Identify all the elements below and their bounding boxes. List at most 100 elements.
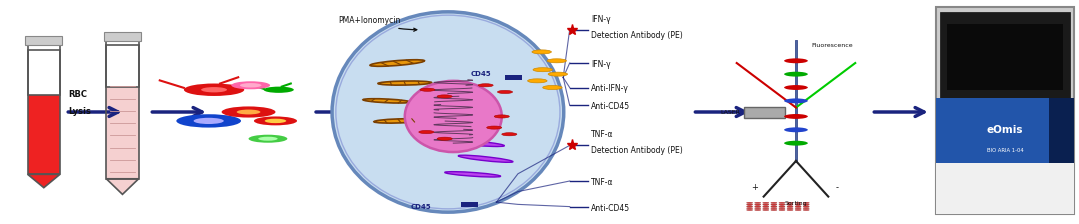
Circle shape	[784, 127, 808, 132]
Text: IFN-γ: IFN-γ	[591, 60, 611, 69]
Circle shape	[264, 119, 286, 123]
Text: Lysis: Lysis	[69, 108, 92, 116]
Circle shape	[795, 208, 801, 209]
Text: -: -	[835, 183, 838, 192]
Ellipse shape	[363, 99, 410, 103]
Text: RBC: RBC	[69, 90, 87, 99]
Circle shape	[787, 208, 793, 209]
Bar	[105, 32, 140, 41]
Circle shape	[795, 209, 801, 211]
Circle shape	[494, 115, 509, 118]
Circle shape	[779, 208, 786, 209]
Circle shape	[547, 59, 566, 63]
Circle shape	[770, 202, 777, 203]
Circle shape	[754, 209, 761, 211]
Circle shape	[183, 84, 244, 96]
Text: Detection Antibody (PE): Detection Antibody (PE)	[591, 146, 683, 155]
Circle shape	[419, 130, 434, 134]
Circle shape	[201, 87, 227, 93]
Bar	[745, 107, 786, 118]
Circle shape	[795, 204, 801, 205]
Bar	[28, 50, 60, 95]
Ellipse shape	[445, 172, 501, 177]
Text: TNF-α: TNF-α	[591, 130, 614, 139]
Text: +: +	[752, 183, 759, 192]
Circle shape	[497, 90, 513, 94]
Circle shape	[779, 209, 786, 211]
Bar	[107, 85, 138, 179]
Circle shape	[221, 106, 275, 118]
Circle shape	[502, 133, 517, 136]
Circle shape	[754, 208, 761, 209]
Circle shape	[763, 206, 769, 207]
Circle shape	[754, 206, 761, 207]
Circle shape	[263, 87, 293, 93]
Bar	[947, 24, 1063, 90]
Text: eOmis: eOmis	[987, 125, 1023, 135]
Circle shape	[478, 84, 493, 87]
Text: LASER: LASER	[720, 110, 740, 115]
Text: PMA+Ionomycin: PMA+Ionomycin	[338, 16, 416, 31]
Circle shape	[803, 204, 809, 205]
Circle shape	[779, 204, 786, 205]
Bar	[107, 41, 138, 179]
Circle shape	[754, 204, 761, 205]
Ellipse shape	[332, 12, 563, 212]
Circle shape	[747, 204, 753, 205]
Circle shape	[770, 206, 777, 207]
Bar	[461, 202, 478, 207]
Circle shape	[770, 208, 777, 209]
Circle shape	[533, 68, 552, 72]
Circle shape	[747, 202, 753, 203]
Text: Sorting: Sorting	[784, 201, 807, 206]
Circle shape	[236, 110, 260, 114]
Circle shape	[240, 83, 261, 88]
Circle shape	[787, 209, 793, 211]
Circle shape	[258, 137, 277, 141]
Circle shape	[803, 202, 809, 203]
Circle shape	[779, 206, 786, 207]
Ellipse shape	[370, 60, 424, 66]
Circle shape	[254, 116, 297, 125]
Bar	[505, 75, 522, 80]
Circle shape	[176, 114, 241, 128]
Text: CD45: CD45	[470, 71, 491, 77]
Polygon shape	[28, 174, 60, 188]
Ellipse shape	[459, 155, 513, 162]
Circle shape	[420, 88, 435, 91]
Text: Anti-CD45: Anti-CD45	[591, 102, 630, 111]
Text: Anti-IFN-γ: Anti-IFN-γ	[591, 84, 629, 93]
Circle shape	[795, 206, 801, 207]
Text: IFN-γ: IFN-γ	[591, 15, 611, 24]
Circle shape	[779, 202, 786, 203]
Circle shape	[747, 206, 753, 207]
Circle shape	[543, 86, 562, 90]
Circle shape	[763, 202, 769, 203]
Circle shape	[784, 72, 808, 77]
Ellipse shape	[378, 81, 432, 85]
Circle shape	[747, 209, 753, 211]
Text: TNF-α: TNF-α	[591, 178, 614, 187]
Circle shape	[437, 137, 452, 140]
Circle shape	[787, 204, 793, 205]
Bar	[1049, 99, 1074, 163]
Circle shape	[803, 208, 809, 209]
Circle shape	[787, 206, 793, 207]
Circle shape	[754, 202, 761, 203]
Text: CD45: CD45	[410, 204, 431, 210]
Circle shape	[747, 208, 753, 209]
Circle shape	[770, 204, 777, 205]
Bar	[28, 93, 60, 174]
Bar	[941, 11, 1069, 99]
Circle shape	[487, 126, 502, 129]
Circle shape	[784, 98, 808, 103]
Circle shape	[437, 95, 452, 98]
Circle shape	[784, 58, 808, 63]
Circle shape	[795, 202, 801, 203]
Bar	[937, 163, 1074, 214]
Circle shape	[763, 208, 769, 209]
Text: Fluorescence: Fluorescence	[811, 43, 852, 48]
Circle shape	[784, 141, 808, 146]
Circle shape	[763, 204, 769, 205]
Bar	[107, 45, 138, 87]
